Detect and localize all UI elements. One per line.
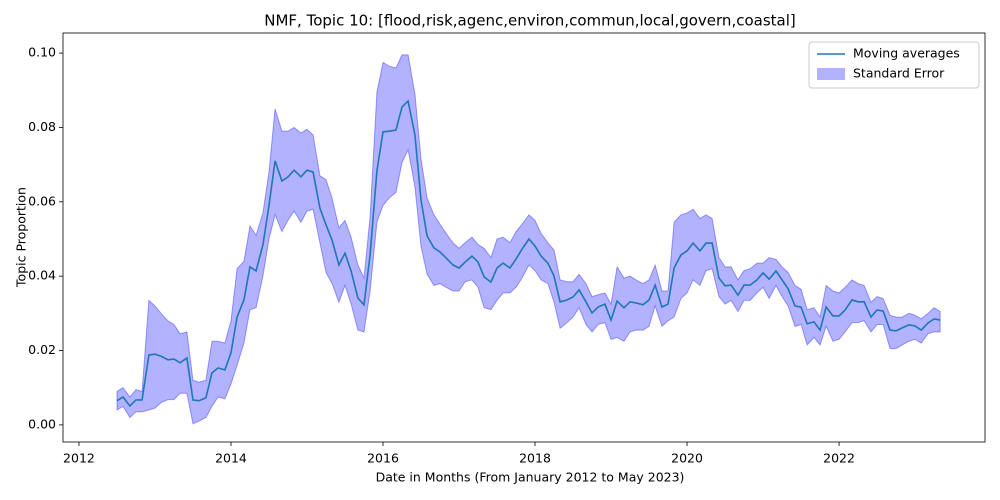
plot-frame [62,32,986,443]
legend-label: Moving averages [853,46,960,61]
x-axis-label: Date in Months (From January 2012 to May… [376,470,685,485]
y-tick-label: 0.08 [28,119,56,134]
y-tick-label: 0.00 [28,416,56,431]
series-line [116,99,941,408]
y-axis-label: Topic Proportion [14,187,29,288]
x-tick-label: 2022 [823,451,855,466]
y-tick-label: 0.02 [28,342,56,357]
legend-swatch [817,68,845,80]
y-tick-label: 0.10 [28,45,56,60]
y-tick-label: 0.04 [28,268,56,283]
legend-box [808,41,980,89]
legend-label: Standard Error [853,66,945,81]
x-tick-label: 2020 [671,451,703,466]
chart-title: NMF, Topic 10: [flood,risk,agenc,environ… [264,12,795,30]
x-tick-label: 2018 [519,451,551,466]
x-tick-label: 2016 [367,451,399,466]
x-tick-label: 2014 [215,451,247,466]
x-tick-label: 2012 [63,451,95,466]
y-tick-label: 0.06 [28,193,56,208]
